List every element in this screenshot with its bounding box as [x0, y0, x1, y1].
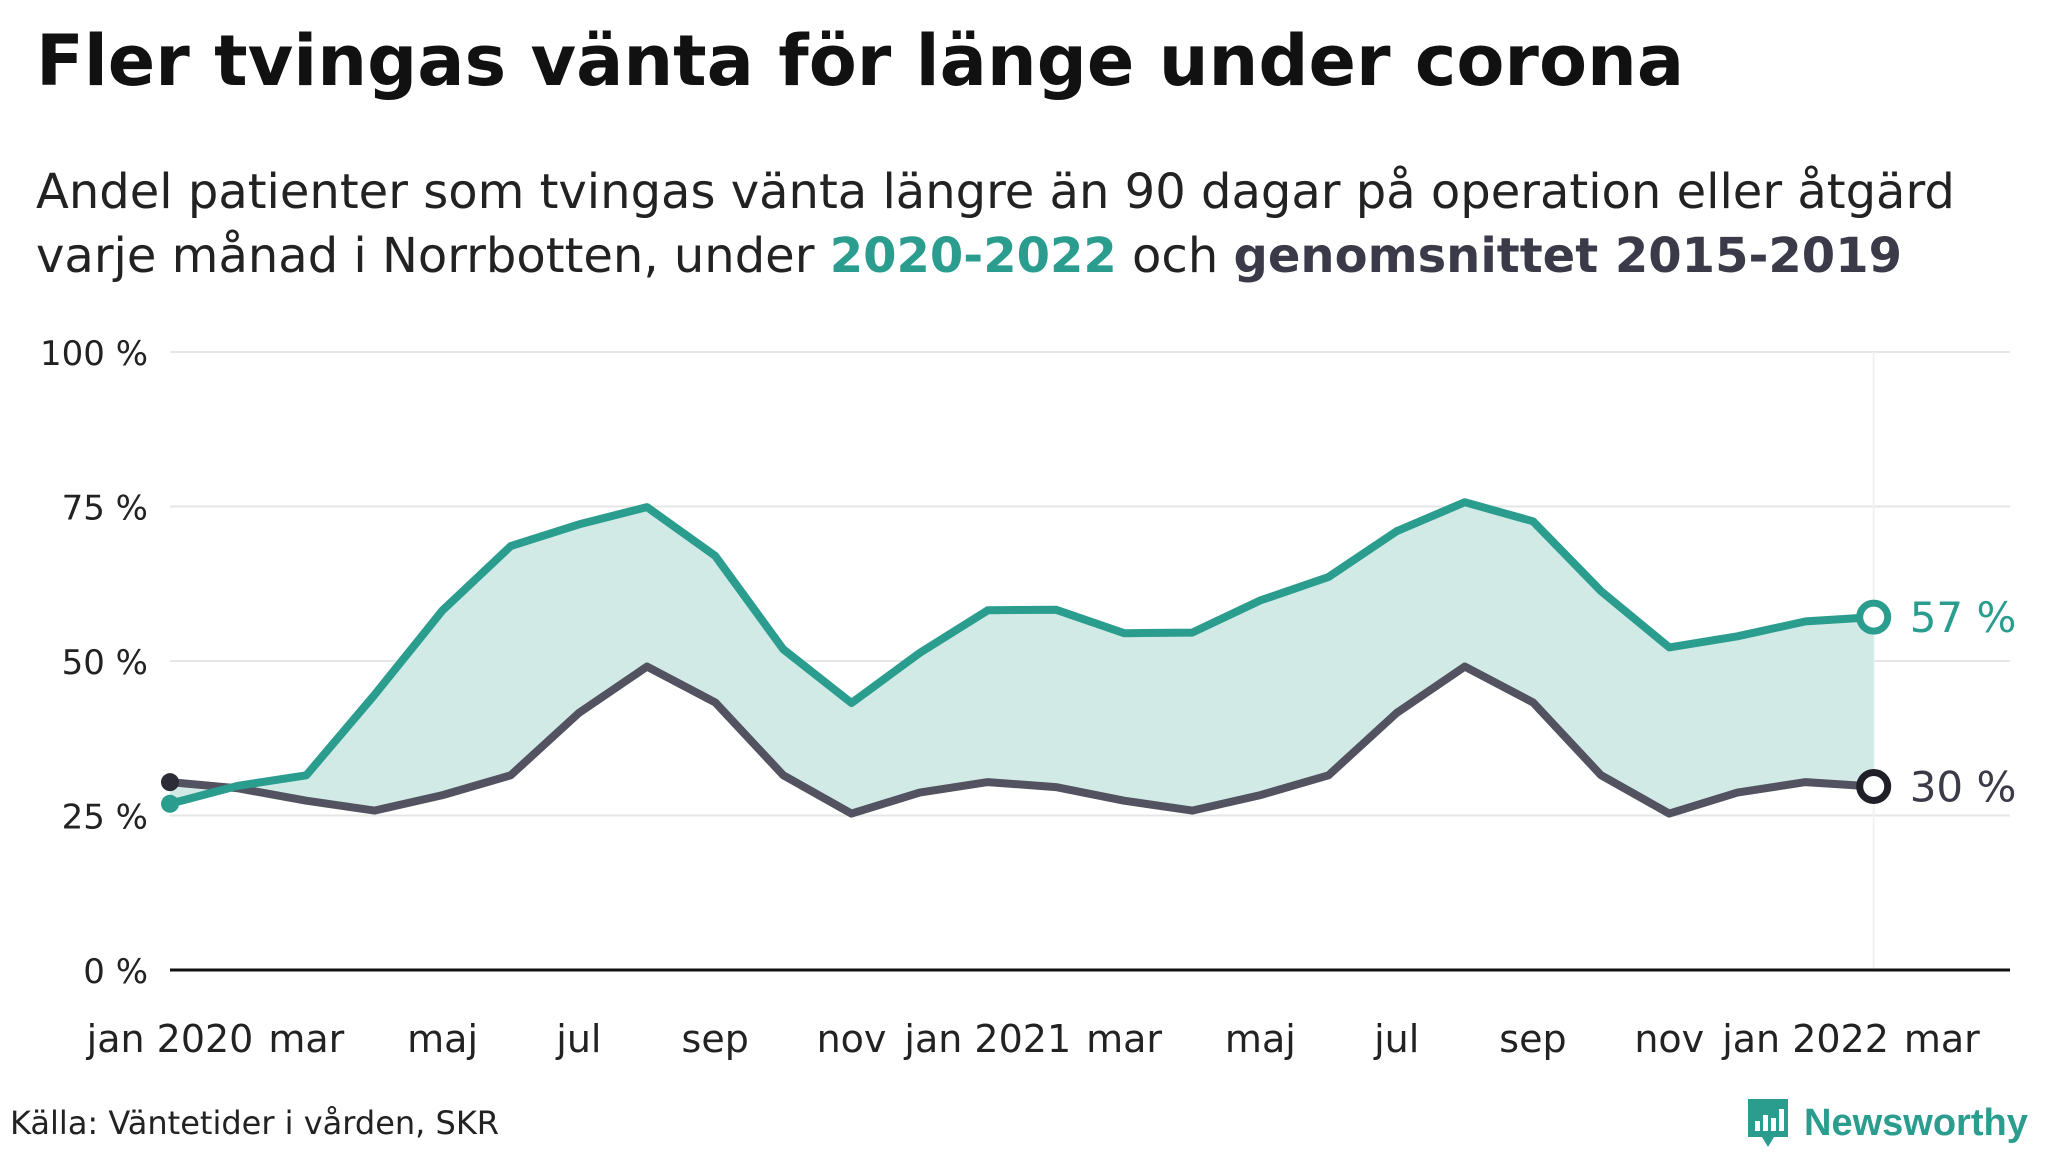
end-value-label: 57 %	[1910, 593, 2017, 642]
brand-name: Newsworthy	[1804, 1101, 2028, 1144]
series-lines	[166, 498, 1878, 818]
y-axis-tick-labels: 0 % 25 % 50 % 75 % 100 %	[40, 334, 148, 992]
legend-label-average: genomsnittet 2015-2019	[1233, 228, 1902, 284]
x-tick-label: mar	[1904, 1017, 1980, 1061]
subtitle-line-1: Andel patienter som tvingas vänta längre…	[36, 164, 1955, 220]
subtitle-line-2: varje månad i Norrbotten, under 2020-202…	[36, 224, 2036, 288]
y-tick-label: 50 %	[62, 643, 148, 683]
x-tick-label: sep	[682, 1017, 749, 1061]
y-tick-label: 0 %	[83, 952, 148, 992]
x-tick-label: sep	[1499, 1017, 1566, 1061]
end-value-label: 30 %	[1910, 762, 2017, 811]
x-tick-label: nov	[1634, 1017, 1704, 1061]
subtitle-prefix: varje månad i Norrbotten, under	[36, 228, 830, 284]
x-tick-label: jan 2020	[86, 1017, 254, 1061]
x-tick-label: mar	[268, 1017, 344, 1061]
brand-logo: Newsworthy	[1744, 1093, 2028, 1153]
chart-subtitle: Andel patienter som tvingas vänta längre…	[36, 160, 2036, 288]
x-tick-label: jan 2022	[1721, 1017, 1889, 1061]
x-tick-label: maj	[407, 1017, 478, 1061]
end-labels: 57 % 30 %	[1910, 593, 2017, 811]
x-tick-label: maj	[1225, 1017, 1296, 1061]
x-tick-label: jan 2021	[903, 1017, 1071, 1061]
series-line-2020-2022	[166, 498, 1878, 808]
start-marker	[161, 794, 179, 813]
x-tick-label: nov	[817, 1017, 887, 1061]
y-tick-label: 100 %	[40, 334, 148, 374]
area-fill	[170, 502, 1874, 814]
x-axis-tick-labels: jan 2020 mar maj jul sep nov jan 2021 mar maj jul…	[86, 1017, 1981, 1061]
line-chart: 0 % 25 % 50 % 75 % 100 % jan 2020 mar maj jul se…	[40, 334, 2017, 1061]
chart-title: Fler tvingas vänta för länge under coron…	[36, 20, 1685, 102]
start-marker	[161, 773, 179, 792]
x-tick-label: jul	[1373, 1017, 1419, 1061]
series-line-average	[166, 662, 1878, 818]
series-markers	[161, 599, 1892, 813]
legend-label-current: 2020-2022	[829, 228, 1117, 284]
x-tick-label: jul	[555, 1017, 601, 1061]
source-note: Källa: Väntetider i vården, SKR	[10, 1104, 500, 1142]
newsworthy-logo-icon	[1748, 1099, 1788, 1147]
end-marker	[1856, 768, 1892, 804]
end-marker	[1856, 599, 1892, 635]
x-tick-label: mar	[1086, 1017, 1162, 1061]
y-tick-label: 25 %	[62, 798, 148, 838]
subtitle-middle: och	[1116, 228, 1234, 284]
area-between-series	[170, 502, 1874, 814]
y-tick-label: 75 %	[62, 489, 148, 529]
